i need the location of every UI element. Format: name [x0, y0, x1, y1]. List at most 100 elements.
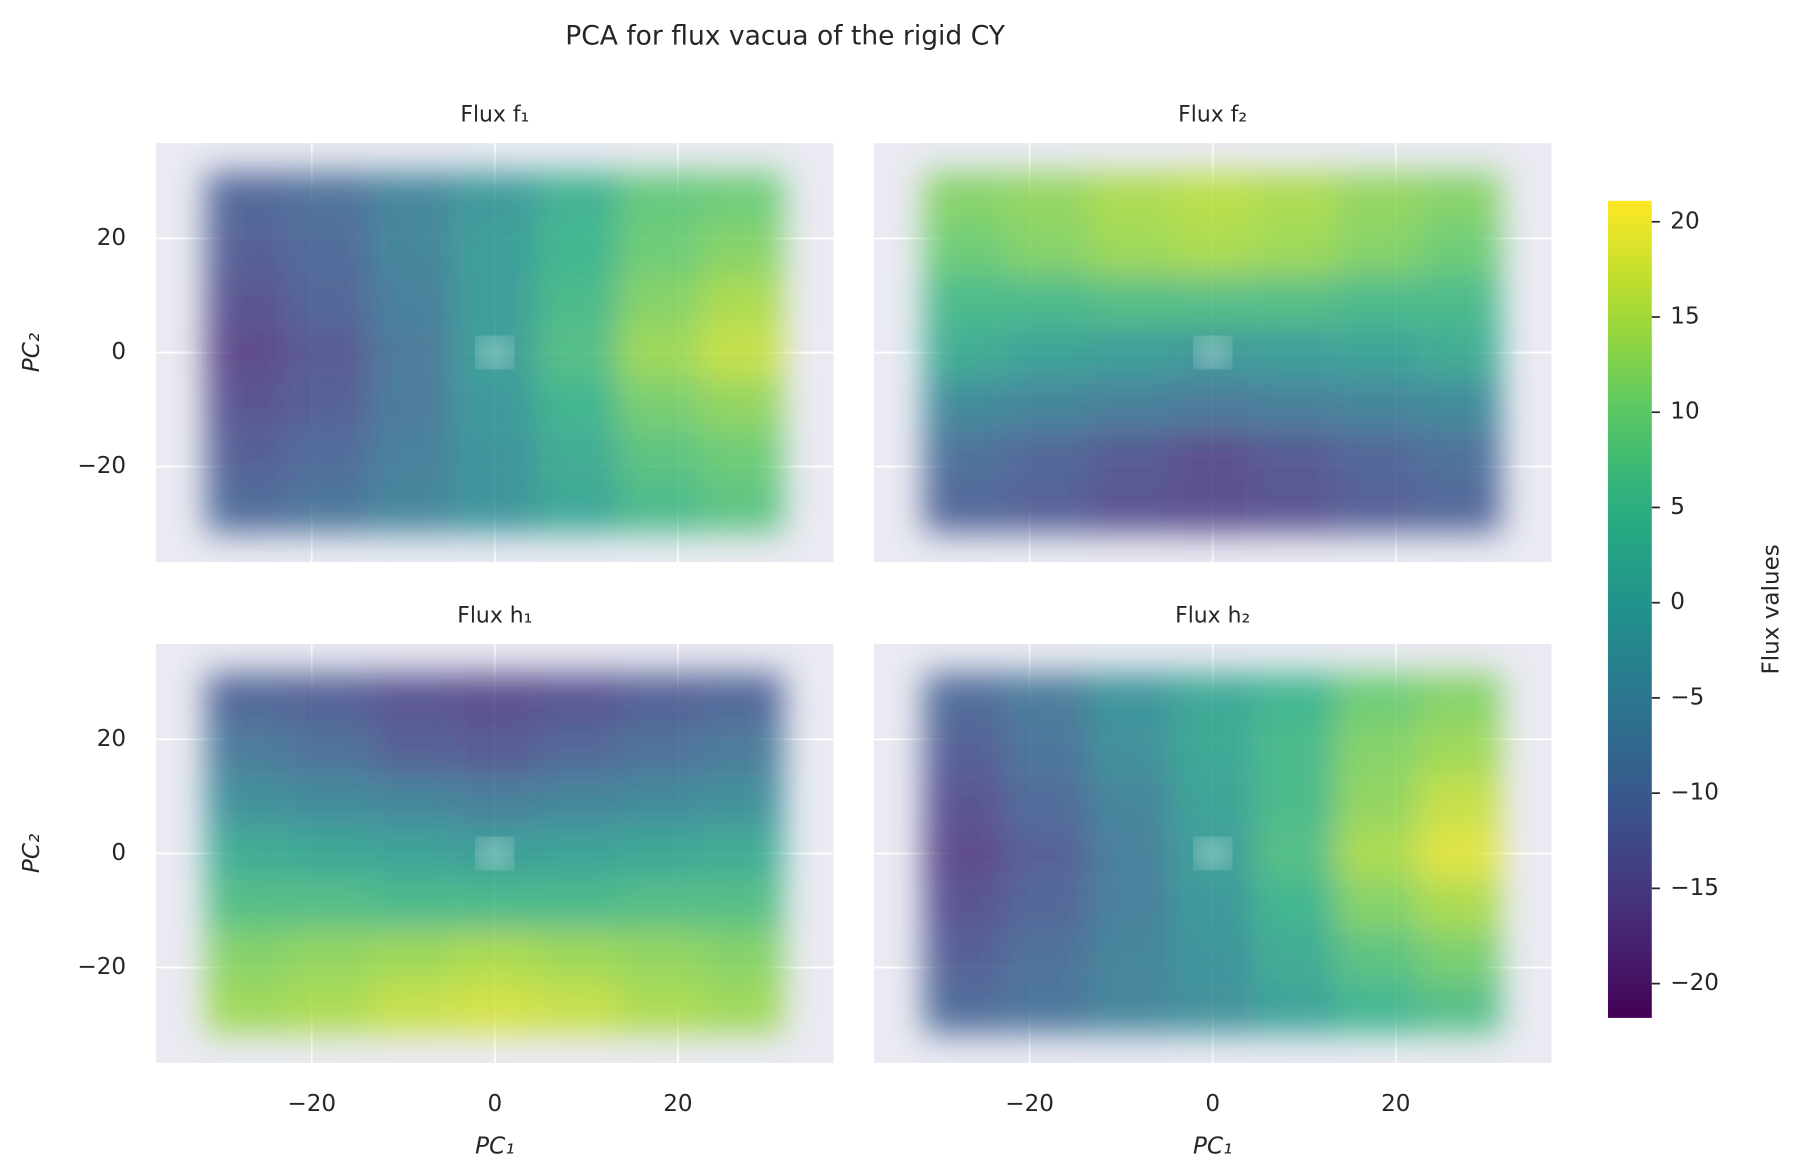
density-cell — [206, 429, 289, 481]
density-cell — [536, 480, 619, 533]
density-cell — [536, 930, 619, 982]
density-cell — [1171, 981, 1254, 1034]
density-cell — [1253, 480, 1337, 533]
density-cell — [371, 326, 454, 379]
x-axis-label: PC₁ — [475, 1134, 514, 1160]
density-cell — [618, 776, 701, 828]
density-cell — [453, 725, 537, 777]
density-cell — [700, 480, 784, 533]
density-cell — [453, 981, 537, 1034]
density-cell — [1006, 673, 1090, 726]
density-cell — [618, 224, 701, 276]
density-cell — [1089, 981, 1172, 1034]
colorbar-tick-label: −10 — [1670, 780, 1719, 806]
density-cell — [206, 326, 289, 379]
density-cell — [700, 827, 784, 880]
density-cell — [924, 172, 1007, 225]
density-cell — [1418, 224, 1502, 276]
density-cell — [371, 480, 454, 533]
density-cell — [924, 827, 1007, 880]
density-cell — [288, 224, 372, 276]
y-tick-label: −20 — [77, 453, 126, 479]
density-cell — [288, 275, 372, 327]
density-cell — [1418, 326, 1502, 379]
density-cell — [288, 827, 372, 880]
density-cell — [1171, 378, 1254, 430]
density-cell — [371, 930, 454, 982]
density-cell — [700, 930, 784, 982]
density-cell — [1418, 981, 1502, 1034]
density-cell — [536, 827, 619, 880]
density-cell — [288, 981, 372, 1034]
density-cell — [1253, 429, 1337, 481]
density-cell — [1089, 224, 1172, 276]
density-cell — [1171, 776, 1254, 828]
density-cell — [536, 326, 619, 379]
chart-title: PCA for flux vacua of the rigid CY — [565, 20, 1006, 51]
density-cell — [1253, 172, 1337, 225]
density-cell — [1006, 930, 1090, 982]
density-cell — [1089, 378, 1172, 430]
x-tick-label: −20 — [287, 1091, 336, 1117]
density-cell — [1006, 725, 1090, 777]
density-cell — [1253, 879, 1337, 931]
density-cell — [1253, 326, 1337, 379]
density-cell — [618, 827, 701, 880]
density-cell — [1253, 224, 1337, 276]
density-cell — [700, 224, 784, 276]
density-cell — [1006, 981, 1090, 1034]
density-cell — [1418, 930, 1502, 982]
x-tick-label: 0 — [487, 1091, 502, 1117]
density-cell — [536, 224, 619, 276]
density-cell — [371, 429, 454, 481]
density-cell — [536, 673, 619, 726]
density-cell — [1418, 429, 1502, 481]
colorbar-tick-label: 20 — [1670, 208, 1699, 234]
density-cell — [288, 480, 372, 533]
density-cell — [700, 879, 784, 931]
density-cell — [453, 275, 537, 327]
density-cell — [453, 224, 537, 276]
colorbar-tick-label: −20 — [1670, 970, 1719, 996]
density-cell — [700, 725, 784, 777]
density-cell — [1336, 981, 1419, 1034]
plot-area — [206, 673, 784, 1034]
x-tick-label: −20 — [1005, 1091, 1054, 1117]
density-cell — [1336, 429, 1419, 481]
density-cell — [924, 378, 1007, 430]
density-cell — [1418, 378, 1502, 430]
density-cell — [700, 776, 784, 828]
density-cell — [618, 275, 701, 327]
density-cell — [1006, 879, 1090, 931]
density-cell — [1336, 172, 1419, 225]
density-cell — [700, 275, 784, 327]
density-cell — [1089, 879, 1172, 931]
density-cell — [700, 673, 784, 726]
density-cell — [1089, 827, 1172, 880]
density-cell — [618, 326, 701, 379]
density-cell — [1089, 275, 1172, 327]
density-cell — [1253, 673, 1337, 726]
density-cell — [924, 429, 1007, 481]
y-axis-label: PC₂ — [19, 834, 45, 873]
panel-title: Flux f₁ — [460, 102, 529, 127]
colorbar-tick-label: 10 — [1670, 399, 1699, 425]
point-cloud — [924, 172, 1502, 533]
density-cell — [700, 326, 784, 379]
colorbar-tick-label: 15 — [1670, 303, 1699, 329]
density-cell — [536, 378, 619, 430]
density-cell — [1089, 673, 1172, 726]
y-tick-label: −20 — [77, 954, 126, 980]
density-cell — [1418, 725, 1502, 777]
plot-area — [206, 172, 784, 533]
density-cell — [371, 879, 454, 931]
density-cell — [1171, 930, 1254, 982]
y-tick-label: 0 — [111, 339, 126, 365]
density-cell — [1336, 725, 1419, 777]
density-cell — [1418, 879, 1502, 931]
density-cell — [924, 725, 1007, 777]
density-cell — [206, 879, 289, 931]
density-cell — [288, 673, 372, 726]
density-cell — [924, 879, 1007, 931]
density-cell — [1253, 930, 1337, 982]
